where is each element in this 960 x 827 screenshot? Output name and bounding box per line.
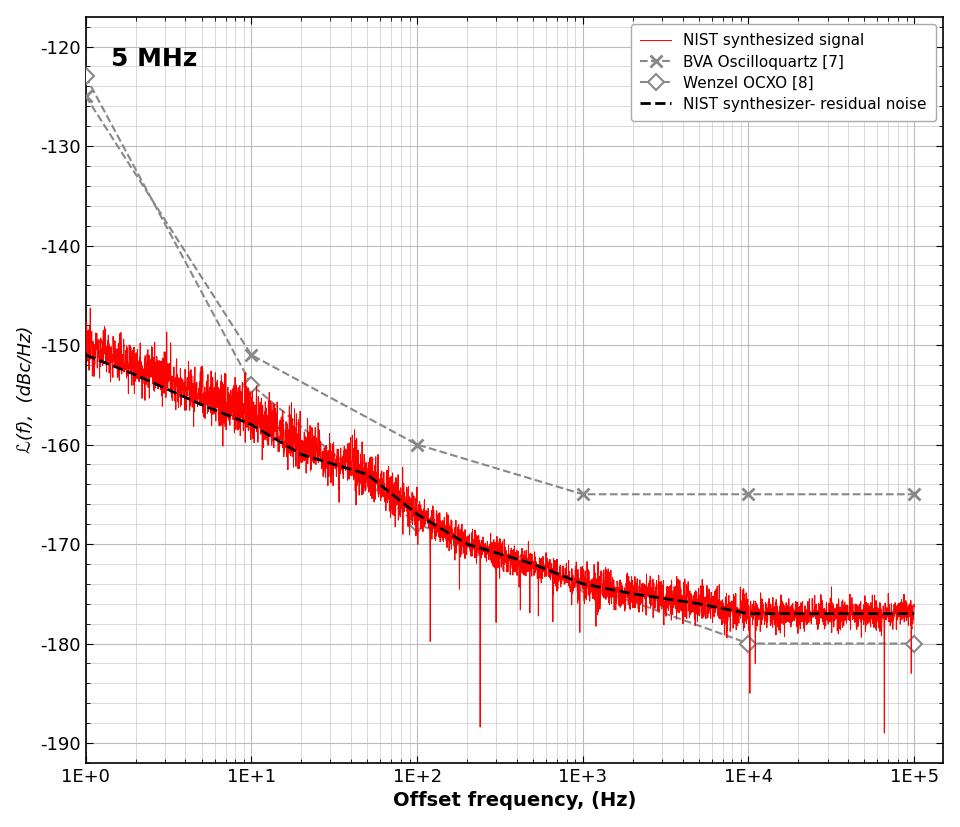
NIST synthesizer- residual noise [627, 589, 638, 599]
NIST synthesizer- residual noise [908, 609, 920, 619]
NIST synthesized signal [842, 600, 853, 610]
Text: 5 MHz: 5 MHz [111, 46, 198, 70]
NIST synthesized signal [883, 608, 895, 618]
Line: NIST synthesizer- residual noise: NIST synthesizer- residual noise [85, 355, 914, 614]
NIST synthesizer- residual noise [577, 579, 588, 589]
BVA Oscilloquartz [7] [908, 490, 920, 500]
BVA Oscilloquartz [7] [246, 350, 257, 360]
X-axis label: Offset frequency, (Hz): Offset frequency, (Hz) [393, 791, 636, 810]
Wenzel OCXO [8] [908, 638, 920, 648]
NIST synthesized signal [908, 602, 920, 612]
NIST synthesizer- residual noise [527, 559, 539, 569]
BVA Oscilloquartz [7] [577, 490, 588, 500]
Line: NIST synthesized signal: NIST synthesized signal [85, 308, 914, 733]
NIST synthesizer- residual noise [743, 609, 755, 619]
NIST synthesizer- residual noise [858, 609, 870, 619]
Line: Wenzel OCXO [8]: Wenzel OCXO [8] [80, 71, 920, 649]
NIST synthesizer- residual noise [693, 599, 705, 609]
BVA Oscilloquartz [7] [80, 91, 91, 101]
NIST synthesizer- residual noise [246, 419, 257, 429]
Wenzel OCXO [8] [411, 519, 422, 529]
NIST synthesizer- residual noise [296, 450, 307, 460]
Wenzel OCXO [8] [577, 579, 588, 589]
NIST synthesizer- residual noise [461, 539, 472, 549]
NIST synthesizer- residual noise [80, 350, 91, 360]
NIST synthesized signal [435, 516, 446, 526]
Y-axis label: ℒ(f),  (dBc/Hz): ℒ(f), (dBc/Hz) [16, 326, 35, 453]
Line: BVA Oscilloquartz [7]: BVA Oscilloquartz [7] [80, 90, 921, 500]
Wenzel OCXO [8] [80, 71, 91, 81]
NIST synthesized signal [878, 728, 890, 738]
Wenzel OCXO [8] [246, 380, 257, 390]
NIST synthesizer- residual noise [793, 609, 804, 619]
NIST synthesizer- residual noise [130, 370, 141, 380]
NIST synthesizer- residual noise [411, 509, 422, 519]
Wenzel OCXO [8] [743, 638, 755, 648]
NIST synthesized signal [682, 591, 693, 601]
BVA Oscilloquartz [7] [743, 490, 755, 500]
NIST synthesizer- residual noise [196, 399, 207, 409]
Legend: NIST synthesized signal, BVA Oscilloquartz [7], Wenzel OCXO [8], NIST synthesize: NIST synthesized signal, BVA Oscilloquar… [631, 24, 936, 121]
NIST synthesized signal [474, 544, 486, 554]
NIST synthesizer- residual noise [362, 470, 373, 480]
NIST synthesized signal [428, 522, 440, 532]
NIST synthesized signal [80, 342, 91, 352]
NIST synthesized signal [84, 303, 96, 313]
BVA Oscilloquartz [7] [411, 440, 422, 450]
